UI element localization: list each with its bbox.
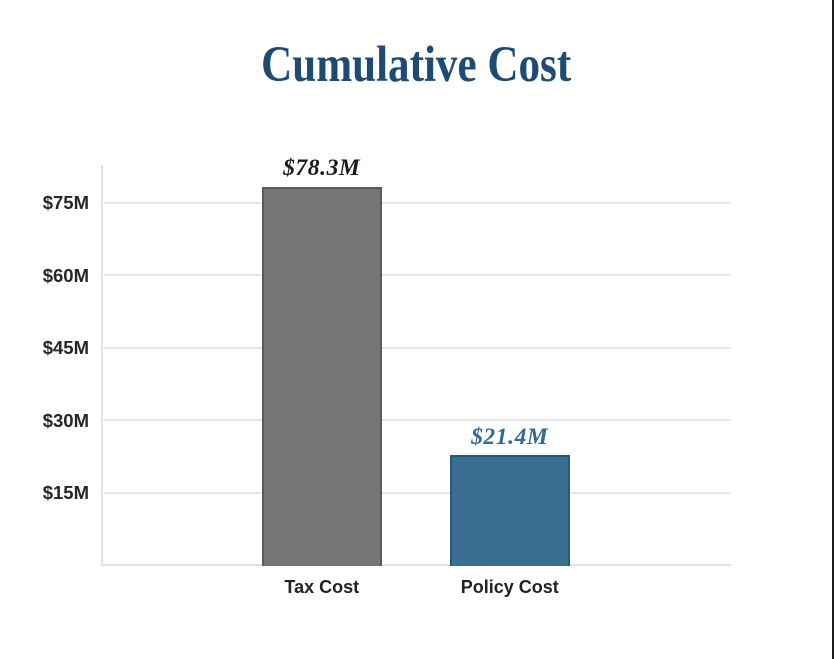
- y-axis-line: [101, 165, 103, 566]
- y-axis-tick-label: $75M: [42, 192, 89, 213]
- bar-tax-cost[interactable]: [262, 186, 382, 566]
- category-label: Policy Cost: [460, 577, 559, 597]
- gridline: [101, 491, 731, 494]
- bar-policy-cost[interactable]: [450, 455, 570, 566]
- bar-value-label: $21.4M: [471, 423, 549, 450]
- chart-title: Cumulative Cost: [261, 37, 572, 94]
- gridline: [101, 346, 731, 349]
- y-axis-tick-label: $45M: [42, 337, 89, 358]
- y-axis-tick-label: $30M: [42, 409, 89, 431]
- window-right-edge: [832, 0, 834, 659]
- y-axis-tick-label: $15M: [42, 482, 89, 503]
- y-axis-tick-label: $60M: [42, 264, 89, 286]
- gridline: [101, 201, 731, 204]
- category-label: Tax Cost: [284, 577, 360, 597]
- bar-value-label: $78.3M: [283, 155, 361, 181]
- gridline: [101, 419, 731, 421]
- x-axis-line: [101, 564, 731, 566]
- gridline: [101, 274, 731, 276]
